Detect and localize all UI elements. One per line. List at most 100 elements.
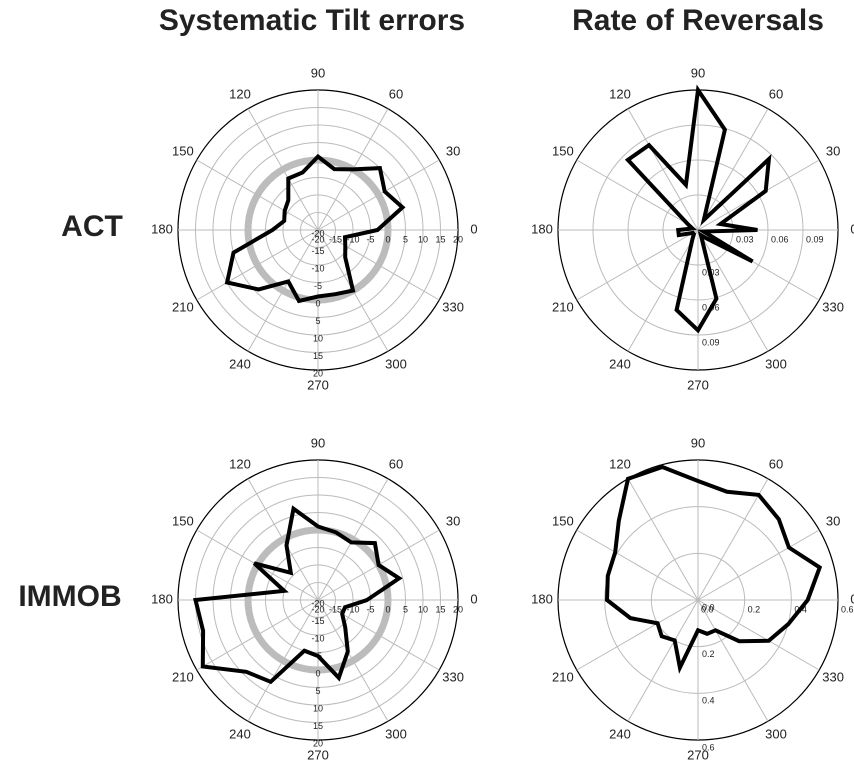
r-tick-label: -20 <box>311 598 324 608</box>
theta-tick-label: 0 <box>850 591 854 606</box>
spoke <box>576 529 699 601</box>
r-tick-label: -5 <box>314 281 322 291</box>
r-tick-label: -10 <box>346 234 359 244</box>
row-label: ACT <box>61 210 123 243</box>
theta-tick-label: 210 <box>552 299 574 314</box>
r-tick-label: 5 <box>315 316 320 326</box>
theta-tick-label: 240 <box>609 357 631 372</box>
theta-tick-label: 270 <box>687 377 709 392</box>
spoke <box>627 599 699 722</box>
r-tick-label: 0.0 <box>701 604 714 614</box>
theta-tick-label: 210 <box>552 669 574 684</box>
r-tick-label: 0 <box>315 668 320 678</box>
theta-tick-label: 240 <box>229 357 251 372</box>
r-tick-label: 0.09 <box>702 337 720 347</box>
theta-tick-label: 0 <box>470 591 477 606</box>
theta-tick-label: 120 <box>229 86 251 101</box>
reference-circle <box>244 526 392 674</box>
theta-tick-label: 90 <box>691 435 705 450</box>
r-tick-label: 10 <box>313 703 323 713</box>
theta-tick-label: 180 <box>531 221 553 236</box>
r-tick-label: -10 <box>311 633 324 643</box>
theta-tick-label: 270 <box>307 377 329 392</box>
r-tick-label: 10 <box>418 604 428 614</box>
r-tick-label: 0.03 <box>736 234 754 244</box>
theta-tick-label: 150 <box>172 513 194 528</box>
theta-tick-label: 300 <box>765 357 787 372</box>
theta-tick-label: 150 <box>172 143 194 158</box>
r-tick-label: -15 <box>311 246 324 256</box>
theta-tick-label: 330 <box>822 669 844 684</box>
r-tick-label: -20 <box>311 604 324 614</box>
theta-tick-label: 150 <box>552 143 574 158</box>
theta-tick-label: 300 <box>385 357 407 372</box>
theta-tick-label: 300 <box>385 727 407 742</box>
r-tick-label: 15 <box>435 604 445 614</box>
theta-tick-label: 120 <box>609 86 631 101</box>
theta-tick-label: 210 <box>172 299 194 314</box>
theta-tick-label: 60 <box>389 456 403 471</box>
r-tick-label: 10 <box>418 234 428 244</box>
r-tick-label: 20 <box>453 604 463 614</box>
r-tick-label: -10 <box>346 604 359 614</box>
r-tick-label: 5 <box>403 604 408 614</box>
spoke <box>627 229 699 352</box>
spoke <box>697 478 769 601</box>
spoke <box>627 108 699 231</box>
theta-tick-label: 330 <box>822 299 844 314</box>
r-tick-label: 20 <box>313 368 323 378</box>
theta-tick-label: 240 <box>609 727 631 742</box>
r-tick-label: 20 <box>453 234 463 244</box>
r-tick-label: 0.6 <box>702 742 715 752</box>
r-tick-label: 0 <box>315 298 320 308</box>
r-tick-label: -15 <box>329 234 342 244</box>
spoke <box>627 478 699 601</box>
r-tick-label: -15 <box>329 604 342 614</box>
r-tick-label: 10 <box>313 333 323 343</box>
r-tick-label: 20 <box>313 738 323 748</box>
theta-tick-label: 330 <box>442 669 464 684</box>
theta-tick-label: 0 <box>850 221 854 236</box>
spoke <box>697 599 769 722</box>
theta-tick-label: 180 <box>151 221 173 236</box>
data-line <box>193 505 403 685</box>
data-line <box>624 84 772 334</box>
theta-tick-label: 150 <box>552 513 574 528</box>
row-label: IMMOB <box>18 580 121 613</box>
theta-tick-label: 60 <box>769 86 783 101</box>
theta-tick-label: 60 <box>769 456 783 471</box>
theta-tick-label: 30 <box>826 513 840 528</box>
spoke <box>576 159 699 231</box>
r-tick-label: -10 <box>311 263 324 273</box>
data-line <box>224 153 406 304</box>
spoke <box>697 108 769 231</box>
r-tick-label: 0.06 <box>771 234 789 244</box>
r-tick-label: 5 <box>403 234 408 244</box>
data-line <box>604 464 823 674</box>
theta-tick-label: 210 <box>172 669 194 684</box>
theta-tick-label: 330 <box>442 299 464 314</box>
r-tick-label: 0.2 <box>702 649 715 659</box>
r-tick-label: -5 <box>366 234 374 244</box>
r-tick-label: 15 <box>313 721 323 731</box>
theta-tick-label: 0 <box>470 221 477 236</box>
theta-tick-label: 90 <box>311 65 325 80</box>
r-tick-label: -20 <box>311 228 324 238</box>
theta-tick-label: 90 <box>311 435 325 450</box>
theta-tick-label: 300 <box>765 727 787 742</box>
r-tick-label: -15 <box>311 616 324 626</box>
column-title: Systematic Tilt errors <box>159 4 465 37</box>
theta-tick-label: 90 <box>691 65 705 80</box>
theta-tick-label: 180 <box>151 591 173 606</box>
r-tick-label: 0.0 <box>702 602 715 612</box>
spoke <box>576 599 699 671</box>
r-tick-label: 5 <box>315 686 320 696</box>
r-tick-label: -20 <box>311 234 324 244</box>
column-title: Rate of Reversals <box>572 4 824 37</box>
r-tick-label: -5 <box>366 604 374 614</box>
theta-tick-label: 30 <box>826 143 840 158</box>
spoke <box>697 599 820 671</box>
reference-circle <box>244 156 392 304</box>
r-tick-label: 0 <box>385 234 390 244</box>
